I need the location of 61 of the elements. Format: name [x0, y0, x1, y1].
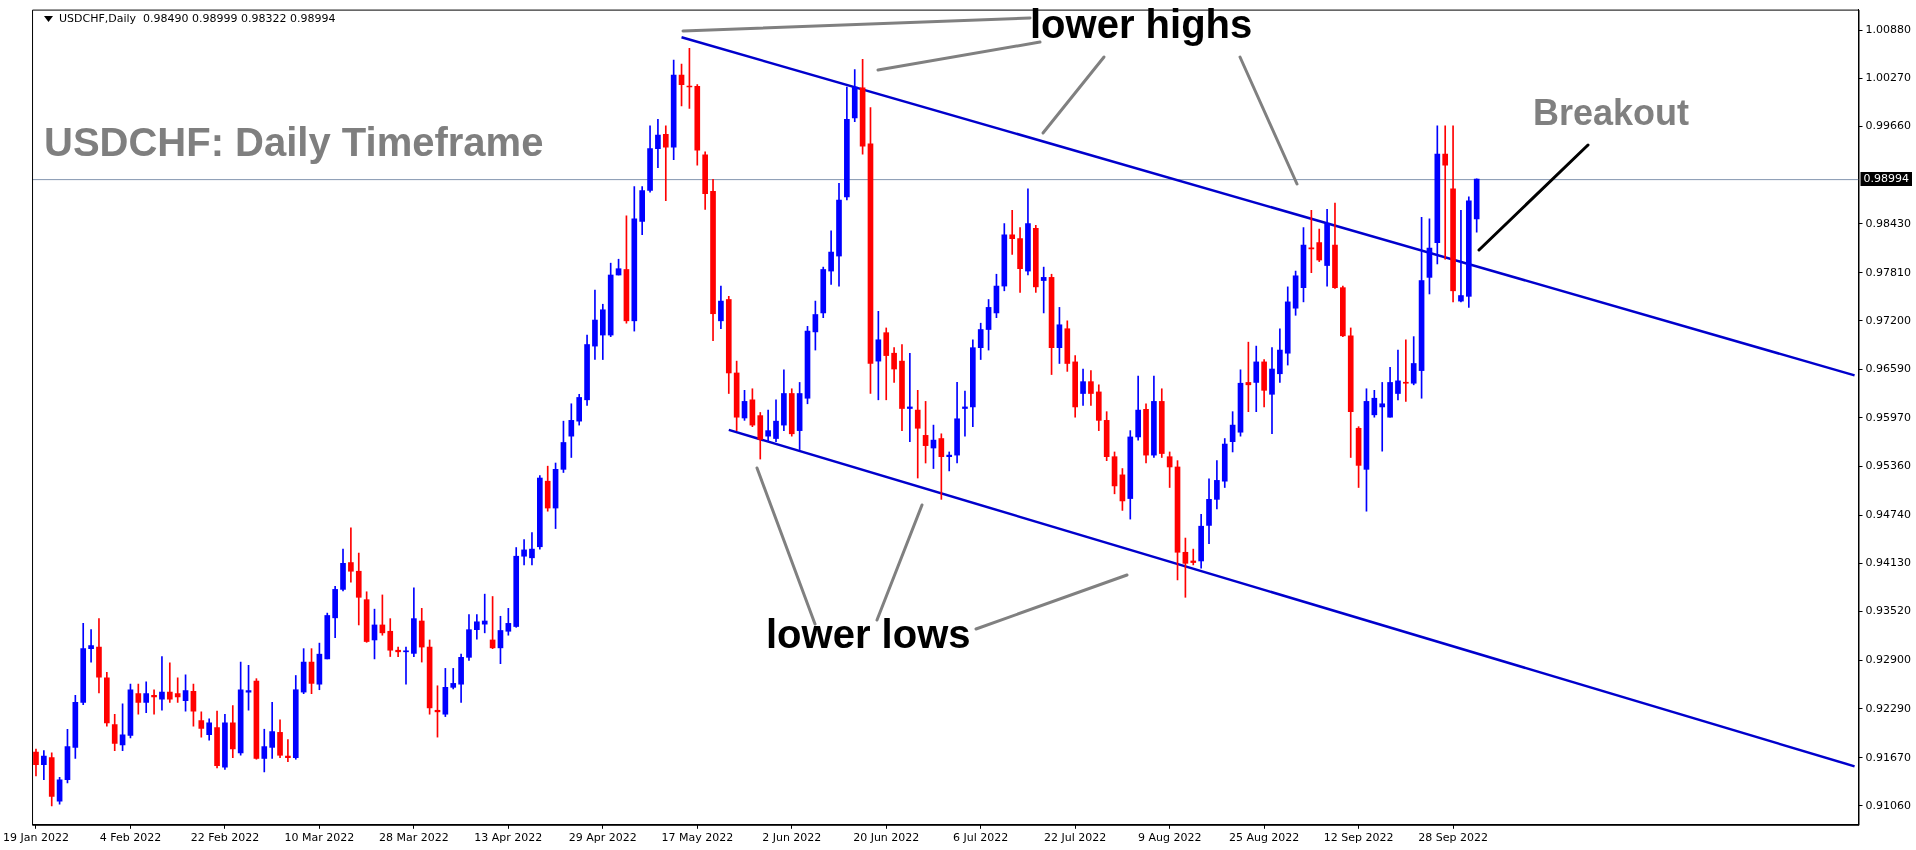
y-tick-label: 0.96590	[1865, 361, 1912, 375]
candlestick	[1009, 209, 1016, 255]
candlestick	[151, 689, 157, 715]
candlestick	[1190, 548, 1197, 566]
y-tick-label: 0.95360	[1865, 459, 1912, 473]
x-tick-label: 2 Jun 2022	[762, 831, 822, 845]
x-tick-label: 9 Aug 2022	[1137, 831, 1202, 845]
x-tick-label: 29 Apr 2022	[568, 831, 637, 845]
y-tick-label: 0.92900	[1865, 653, 1912, 667]
y-tick-label: 0.97810	[1865, 265, 1912, 279]
x-tick-label: 10 Mar 2022	[284, 831, 355, 845]
chart-subtitle: USDCHF,Daily 0.98490 0.98999 0.98322 0.98994	[59, 12, 336, 25]
candlestick	[159, 656, 165, 711]
candlestick	[348, 527, 354, 583]
x-tick-label: 22 Jul 2022	[1044, 831, 1107, 845]
candlestick	[174, 677, 181, 703]
x-tick-label: 20 Jun 2022	[853, 831, 920, 845]
x-tick-label: 4 Feb 2022	[99, 831, 162, 845]
candlestick	[1403, 339, 1409, 402]
x-tick-label: 19 Jan 2022	[3, 831, 69, 845]
candlestick	[1379, 382, 1386, 452]
candlestick	[166, 662, 173, 703]
y-tick-label: 0.92290	[1865, 701, 1912, 715]
annotation: Breakout	[1533, 92, 1690, 134]
candlestick	[1442, 125, 1449, 260]
candlestick	[285, 739, 291, 762]
candlestick	[395, 646, 401, 657]
candlestick	[907, 352, 913, 443]
annotation: lower lows	[766, 612, 971, 657]
candlestick	[946, 451, 953, 472]
candlestick	[450, 668, 457, 690]
candlestick	[88, 629, 94, 663]
y-tick-label: 0.91060	[1865, 798, 1912, 812]
y-tick-label: 0.99660	[1865, 119, 1912, 133]
candlestick	[403, 646, 409, 685]
x-tick-label: 28 Mar 2022	[378, 831, 449, 845]
x-tick-label: 17 May 2022	[661, 831, 734, 845]
ref-line-label: 0.98994	[1863, 171, 1910, 185]
x-tick-label: 13 Apr 2022	[474, 831, 543, 845]
y-tick-label: 0.93520	[1865, 604, 1912, 618]
x-tick-label: 6 Jul 2022	[953, 831, 1009, 845]
text: USDCHF: Daily Timeframe	[44, 120, 544, 165]
candlestick	[662, 125, 669, 202]
candlestick	[1040, 266, 1047, 314]
y-tick-label: 0.94740	[1865, 508, 1912, 522]
y-tick-label: 1.00880	[1865, 23, 1912, 36]
candlestick	[1458, 209, 1464, 303]
x-tick-label: 12 Sep 2022	[1323, 831, 1394, 845]
y-tick-label: 0.97200	[1865, 313, 1912, 327]
candlestick	[962, 390, 968, 437]
y-tick-label: 0.95970	[1865, 410, 1912, 424]
x-tick-label: 28 Sep 2022	[1418, 831, 1488, 845]
y-tick-label: 0.91670	[1865, 750, 1912, 764]
x-tick-label: 22 Feb 2022	[190, 831, 260, 845]
y-tick-label: 0.98430	[1865, 216, 1912, 230]
y-tick-label: 1.00270	[1865, 71, 1912, 85]
candlestick	[914, 390, 921, 479]
x-tick-label: 25 Aug 2022	[1228, 831, 1300, 845]
y-tick-label: 0.94130	[1865, 556, 1912, 570]
annotation: lower highs	[1030, 2, 1253, 47]
candlestick	[765, 409, 771, 443]
